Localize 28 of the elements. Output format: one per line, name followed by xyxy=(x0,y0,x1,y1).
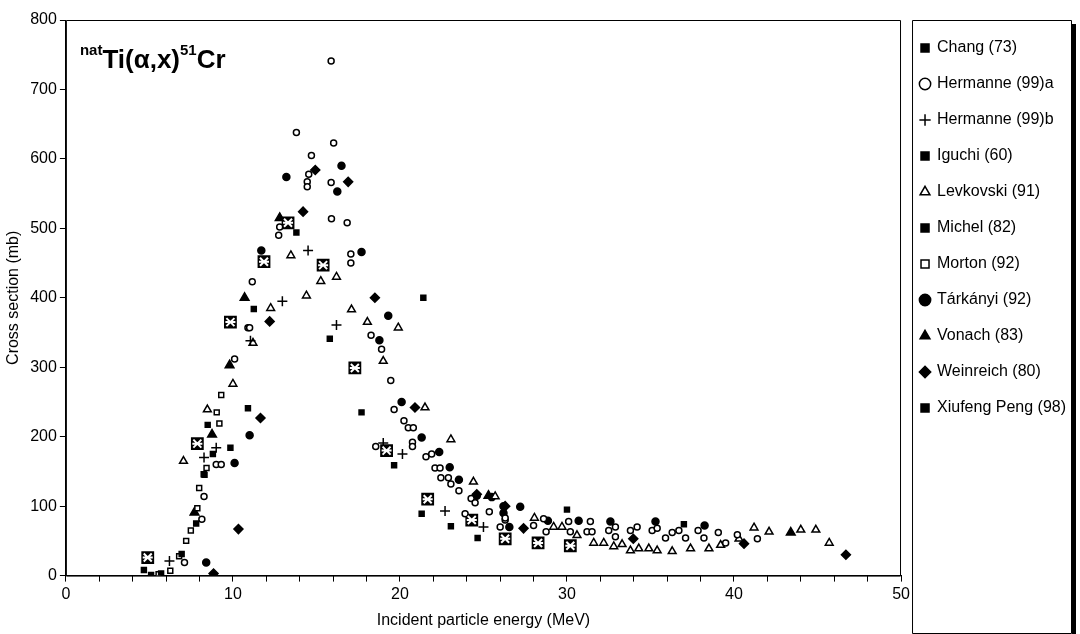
y-tick-label: 500 xyxy=(30,218,57,236)
x-axis-title: Incident particle energy (MeV) xyxy=(376,610,591,628)
x-tick-label: 50 xyxy=(892,584,911,602)
y-tick-label: 800 xyxy=(30,10,57,28)
legend-label: Tárkányi (92) xyxy=(937,290,1032,308)
y-tick-label: 400 xyxy=(30,288,57,306)
x-tick-label: 30 xyxy=(558,584,576,602)
legend-label: Vonach (83) xyxy=(937,326,1024,344)
x-tick-label: 40 xyxy=(725,584,743,602)
legend-label: Levkovski (91) xyxy=(937,182,1041,200)
y-tick-label: 300 xyxy=(30,357,57,375)
legend-label: Hermanne (99)a xyxy=(937,74,1054,92)
legend-label: Hermanne (99)b xyxy=(937,110,1054,128)
legend-label: Weinreich (80) xyxy=(937,362,1041,380)
y-tick-label: 600 xyxy=(30,149,57,167)
x-tick-label: 20 xyxy=(391,584,409,602)
legend-label: Michel (82) xyxy=(937,218,1017,236)
y-axis-title: Cross section (mb) xyxy=(4,230,22,365)
y-tick-label: 0 xyxy=(47,566,57,584)
x-tick-label: 0 xyxy=(61,584,71,602)
y-tick-label: 200 xyxy=(30,427,57,445)
y-tick-label: 100 xyxy=(30,496,57,514)
legend-label: Iguchi (60) xyxy=(937,146,1013,164)
legend-label: Chang (73) xyxy=(937,38,1018,56)
legend-label: Morton (92) xyxy=(937,254,1020,272)
x-tick-label: 10 xyxy=(224,584,242,602)
y-tick-label: 700 xyxy=(30,79,57,97)
legend-label: Xiufeng Peng (98) xyxy=(937,398,1067,416)
